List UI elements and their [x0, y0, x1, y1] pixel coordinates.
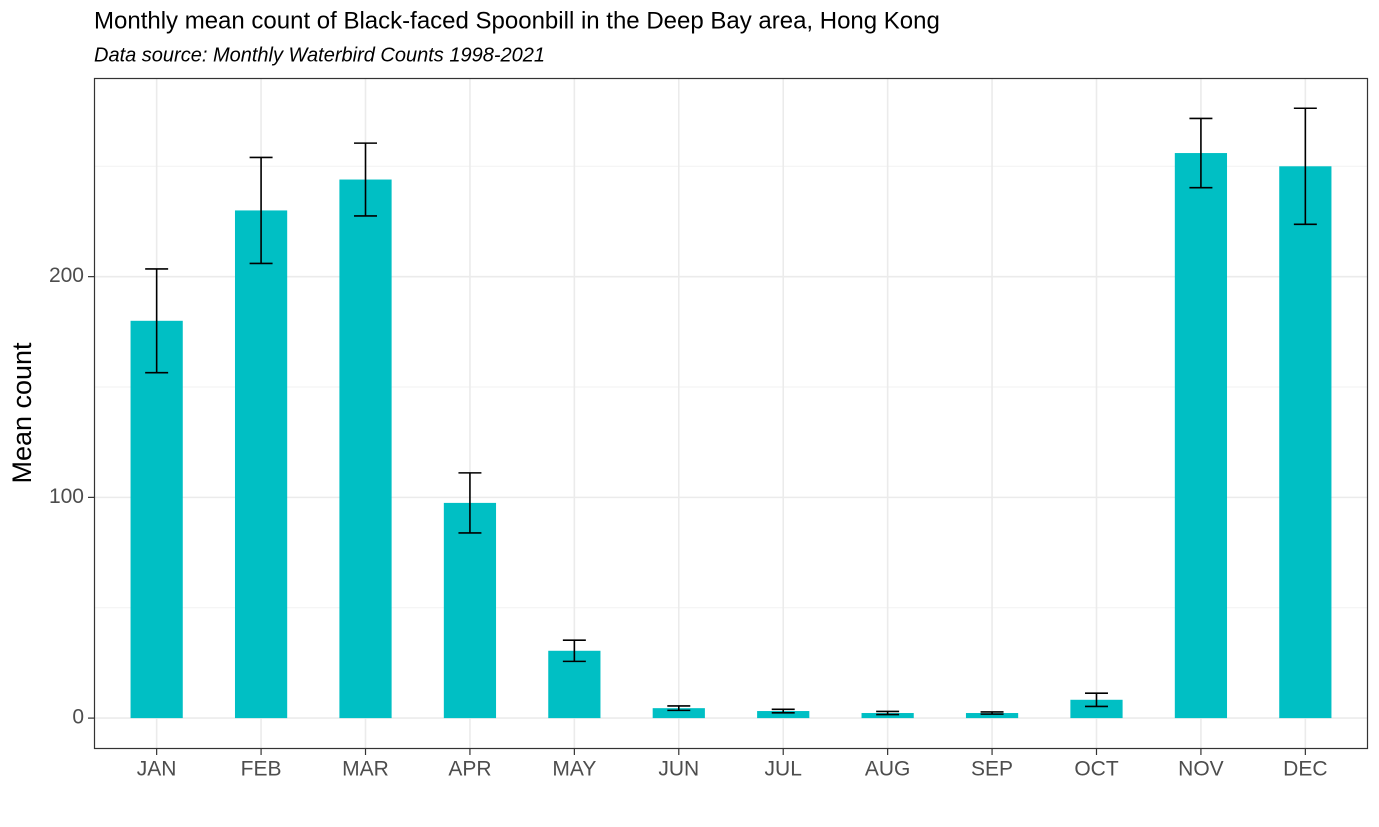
bar — [652, 708, 705, 719]
bar — [234, 210, 288, 719]
x-tick-label: OCT — [1074, 758, 1119, 781]
error-bar — [771, 708, 795, 714]
panel-border — [93, 77, 1369, 750]
bar — [1279, 166, 1332, 719]
error-bar — [876, 710, 900, 716]
error-bar — [354, 142, 377, 217]
x-tick-label: MAR — [342, 758, 389, 781]
error-bar — [1189, 117, 1213, 189]
x-tick-label: MAY — [552, 758, 596, 781]
error-bar — [249, 156, 273, 265]
error-bar — [980, 711, 1004, 715]
x-tick-label: FEB — [241, 758, 282, 781]
error-bar — [1085, 692, 1108, 708]
x-tick-label: JUN — [658, 758, 699, 781]
y-tick-label: 0 — [72, 706, 84, 729]
x-tick-label: NOV — [1178, 758, 1224, 781]
bar — [861, 713, 914, 719]
error-bar — [562, 639, 586, 663]
error-bar — [667, 705, 691, 712]
x-tick-label: AUG — [865, 758, 911, 781]
x-tick-label: DEC — [1283, 758, 1327, 781]
y-tick-label: 200 — [49, 264, 84, 287]
chart-subtitle: Data source: Monthly Waterbird Counts 19… — [94, 44, 545, 66]
plot-area: 0 100 200 JAN FEB MAR APR MAY JUN JUL AUG SEP OCT NOV… — [49, 78, 1368, 781]
x-tick-label: APR — [448, 758, 491, 781]
bar — [757, 711, 810, 719]
bar — [1070, 699, 1123, 719]
error-bar — [458, 472, 482, 534]
x-tick-label: SEP — [971, 758, 1013, 781]
y-axis-label: Mean count — [7, 342, 37, 484]
y-tick-label: 100 — [49, 485, 84, 508]
bar — [443, 502, 497, 719]
bar — [1174, 153, 1228, 719]
error-bar — [145, 268, 169, 374]
bar — [965, 713, 1019, 719]
x-tick-label: JAN — [137, 758, 177, 781]
x-tick-label: JUL — [765, 758, 802, 781]
bar — [130, 320, 183, 719]
bar — [339, 179, 392, 719]
error-bar — [1293, 107, 1317, 226]
chart-title: Monthly mean count of Black-faced Spoonb… — [94, 7, 940, 34]
